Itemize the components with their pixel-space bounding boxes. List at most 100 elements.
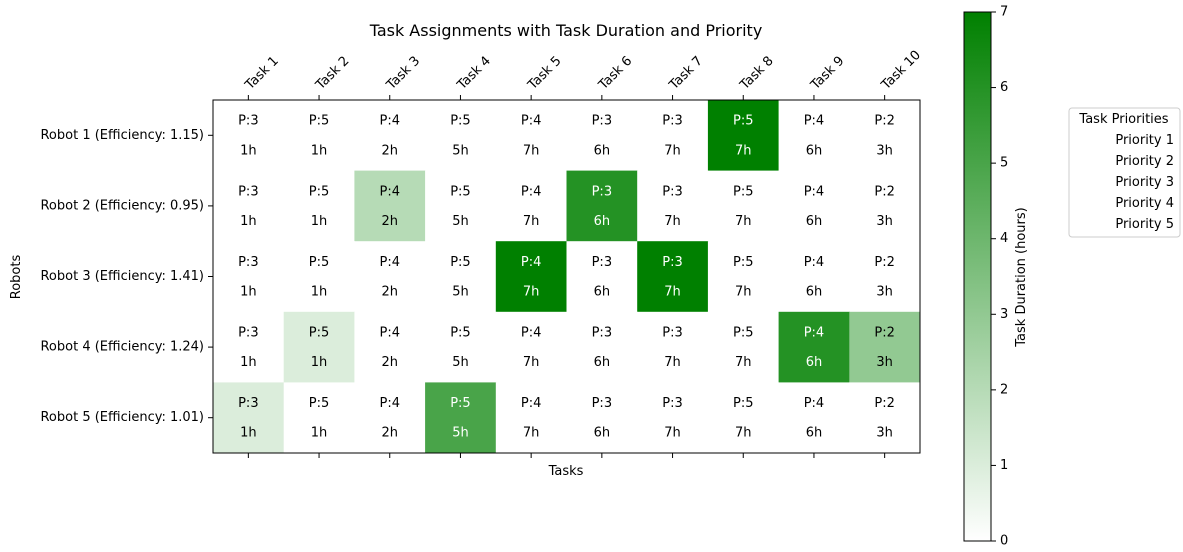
legend-title: Task Priorities (1078, 112, 1168, 127)
cell-duration-label: 2h (381, 214, 398, 229)
cell-priority-label: P:2 (874, 184, 895, 199)
cell-duration-label: 3h (876, 143, 893, 158)
heatmap-cell (566, 241, 638, 313)
cell-duration-label: 2h (381, 285, 398, 300)
cell-duration-label: 6h (594, 355, 611, 370)
heatmap-cell (354, 382, 426, 454)
cell-priority-label: P:5 (309, 396, 330, 411)
cell-duration-label: 1h (311, 285, 328, 300)
cell-duration-label: 6h (594, 143, 611, 158)
x-tick-label: Task 10 (878, 48, 924, 94)
cell-priority-label: P:5 (733, 114, 754, 129)
heatmap-cells (213, 100, 921, 454)
cell-duration-label: 1h (311, 355, 328, 370)
cell-duration-label: 1h (311, 426, 328, 441)
x-tick-label: Task 4 (454, 54, 494, 94)
cell-priority-label: P:5 (309, 184, 330, 199)
heatmap-cell (566, 100, 638, 172)
cell-priority-label: P:3 (592, 184, 613, 199)
legend-entry: Priority 3 (1115, 175, 1174, 190)
cell-priority-label: P:4 (521, 255, 542, 270)
x-tick-label: Task 6 (595, 54, 635, 94)
heatmap-cell (637, 382, 709, 454)
cell-duration-label: 6h (806, 426, 823, 441)
cell-priority-label: P:5 (450, 255, 471, 270)
heatmap-cell (849, 382, 921, 454)
x-axis-label: Tasks (548, 464, 584, 479)
heatmap-cell (354, 170, 426, 242)
legend-entry: Priority 2 (1115, 154, 1174, 169)
cell-duration-label: 2h (381, 426, 398, 441)
heatmap-cell (495, 170, 567, 242)
cell-duration-label: 1h (311, 214, 328, 229)
cell-duration-label: 2h (381, 355, 398, 370)
cell-duration-label: 7h (735, 355, 752, 370)
cell-priority-label: P:3 (238, 184, 259, 199)
colorbar-label: Task Duration (hours) (1014, 207, 1029, 347)
cell-priority-label: P:3 (662, 184, 683, 199)
heatmap-cell (354, 311, 426, 383)
heatmap-cell (213, 382, 285, 454)
cell-duration-label: 6h (806, 285, 823, 300)
heatmap-cell (707, 170, 780, 242)
cell-priority-label: P:4 (521, 325, 542, 340)
cell-priority-label: P:4 (380, 325, 401, 340)
cell-priority-label: P:4 (804, 396, 825, 411)
cell-priority-label: P:2 (874, 325, 895, 340)
cell-priority-label: P:5 (450, 184, 471, 199)
colorbar-tick-label: 0 (1000, 534, 1008, 549)
cell-priority-label: P:3 (662, 114, 683, 129)
cell-duration-label: 1h (240, 426, 257, 441)
cell-duration-label: 1h (240, 355, 257, 370)
cell-duration-label: 7h (735, 143, 752, 158)
cell-priority-label: P:5 (733, 184, 754, 199)
cell-duration-label: 3h (876, 285, 893, 300)
y-tick-label: Robot 4 (Efficiency: 1.24) (40, 340, 204, 355)
cell-duration-label: 5h (452, 355, 469, 370)
heatmap-cell (495, 100, 567, 172)
heatmap-cell (283, 241, 355, 313)
heatmap-cell (778, 241, 850, 313)
cell-priority-label: P:3 (592, 114, 613, 129)
cell-duration-label: 1h (240, 214, 257, 229)
heatmap-cell (495, 311, 567, 383)
cell-duration-label: 7h (735, 214, 752, 229)
cell-duration-label: 3h (876, 214, 893, 229)
cell-duration-label: 5h (452, 214, 469, 229)
heatmap-cell (354, 241, 426, 313)
cell-priority-label: P:3 (662, 396, 683, 411)
x-tick-label: Task 8 (737, 54, 777, 94)
heatmap-cell (425, 170, 497, 242)
cell-priority-label: P:4 (521, 114, 542, 129)
cell-duration-label: 7h (664, 355, 681, 370)
cell-duration-label: 6h (594, 426, 611, 441)
y-axis-label: Robots (9, 255, 24, 300)
heatmap-cell (495, 241, 567, 313)
cell-priority-label: P:5 (733, 325, 754, 340)
cell-duration-label: 7h (664, 214, 681, 229)
heatmap-cell (849, 100, 921, 172)
cell-priority-label: P:3 (592, 396, 613, 411)
cell-priority-label: P:4 (804, 114, 825, 129)
cell-duration-label: 7h (523, 426, 540, 441)
y-tick-label: Robot 2 (Efficiency: 0.95) (40, 198, 204, 213)
heatmap-cell (707, 382, 780, 454)
heatmap-cell (778, 100, 850, 172)
heatmap-cell (283, 382, 355, 454)
colorbar-tick-label: 2 (1000, 382, 1008, 397)
heatmap-cell (637, 311, 709, 383)
cell-duration-label: 7h (735, 426, 752, 441)
heatmap-cell (566, 311, 638, 383)
x-tick-label: Task 1 (242, 54, 282, 94)
heatmap-cell (213, 170, 285, 242)
cell-priority-label: P:5 (309, 255, 330, 270)
heatmap-cell (495, 382, 567, 454)
cell-priority-label: P:4 (804, 255, 825, 270)
cell-duration-label: 1h (311, 143, 328, 158)
heatmap-cell (778, 382, 850, 454)
cell-priority-label: P:3 (238, 396, 259, 411)
heatmap-cell (707, 100, 780, 172)
heatmap-cell (425, 382, 497, 454)
heatmap-cell (778, 311, 850, 383)
heatmap-cell (566, 170, 638, 242)
